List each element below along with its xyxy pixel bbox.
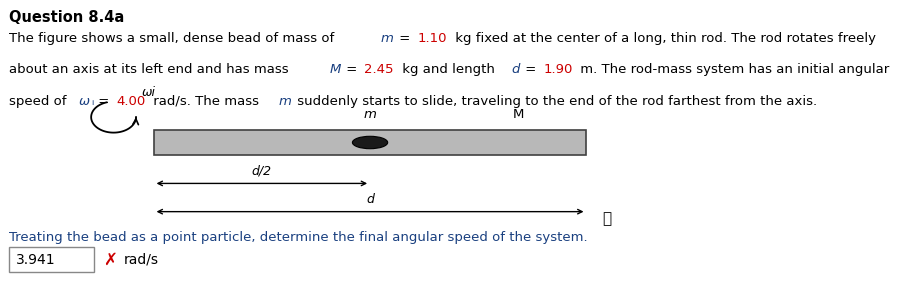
Text: rad/s. The mass: rad/s. The mass	[149, 95, 263, 107]
Text: 2.45: 2.45	[364, 64, 393, 76]
Text: ω: ω	[79, 95, 90, 107]
Text: speed of: speed of	[9, 95, 72, 107]
Text: =: =	[342, 64, 362, 76]
Text: rad/s: rad/s	[124, 253, 159, 267]
Text: suddenly starts to slide, traveling to the end of the rod farthest from the axis: suddenly starts to slide, traveling to t…	[293, 95, 817, 107]
Text: about an axis at its left end and has mass: about an axis at its left end and has ma…	[9, 64, 293, 76]
Text: Treating the bead as a point particle, determine the final angular speed of the : Treating the bead as a point particle, d…	[9, 231, 588, 245]
Text: d: d	[512, 64, 520, 76]
Text: ωi: ωi	[141, 86, 156, 99]
Text: =: =	[521, 64, 541, 76]
Text: m: m	[364, 108, 377, 121]
Text: d/2: d/2	[252, 165, 272, 178]
Text: =: =	[395, 32, 415, 45]
Text: =: =	[94, 95, 114, 107]
Text: Question 8.4a: Question 8.4a	[9, 10, 125, 25]
Text: M: M	[329, 64, 341, 76]
Text: 1.90: 1.90	[543, 64, 572, 76]
Text: The figure shows a small, dense bead of mass of: The figure shows a small, dense bead of …	[9, 32, 339, 45]
Text: m. The rod-mass system has an initial angular: m. The rod-mass system has an initial an…	[576, 64, 889, 76]
Circle shape	[352, 136, 388, 149]
Text: ✗: ✗	[104, 251, 117, 269]
Text: 3.941: 3.941	[16, 253, 55, 267]
Bar	[9, 247, 94, 272]
Bar	[154, 130, 587, 155]
Text: M: M	[513, 108, 524, 121]
Text: kg and length: kg and length	[398, 64, 499, 76]
Text: m: m	[278, 95, 291, 107]
Text: 1.10: 1.10	[417, 32, 447, 45]
Text: ᵢ: ᵢ	[92, 95, 94, 107]
Text: m: m	[381, 32, 393, 45]
Text: d: d	[366, 193, 374, 206]
Text: 4.00: 4.00	[116, 95, 146, 107]
Text: kg fixed at the center of a long, thin rod. The rod rotates freely: kg fixed at the center of a long, thin r…	[451, 32, 876, 45]
Text: ⓘ: ⓘ	[602, 212, 611, 227]
